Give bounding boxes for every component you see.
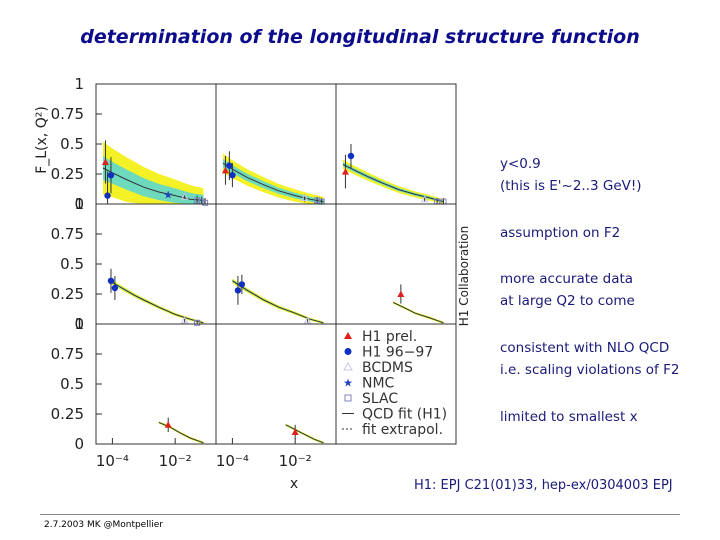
x-tick-label: 10⁻⁴	[216, 452, 249, 470]
y-tick-label: 1	[74, 315, 84, 333]
note-y-cut: y<0.9 (this is E'~2..3 GeV!)	[500, 156, 642, 194]
legend-symbol-h1-96-97	[344, 348, 352, 355]
legend-symbol-nmc: ★	[343, 377, 353, 390]
footer-text: 2.7.2003 MK @Montpellier	[44, 520, 163, 530]
qcd-fit-line	[109, 280, 204, 324]
legend-entry: SLAC	[362, 391, 398, 407]
data-point-h1-96-97	[107, 277, 115, 284]
data-point-h1-96-97	[104, 192, 111, 199]
data-point-h1-prel	[101, 158, 109, 165]
panel-6: Q²=175 GeV²	[346, 214, 444, 324]
data-point-h1-prel	[164, 421, 172, 428]
data-point-slac	[202, 199, 209, 206]
panel-q2-label: Q²=15 GeV²	[106, 214, 191, 230]
legend-entry: fit extrapol.	[362, 422, 443, 438]
panel-q2-label: Q²=175 GeV²	[346, 214, 440, 230]
qcd-fit-line	[232, 280, 324, 324]
y-tick-label: 0	[74, 315, 84, 333]
x-axis-label: x	[290, 476, 298, 492]
data-point-bcdms	[180, 192, 189, 200]
x-tick-label: 10⁻²	[279, 452, 312, 470]
plot-background	[96, 84, 456, 444]
y-tick-label: 0.25	[51, 165, 84, 183]
legend-entry: BCDMS	[362, 360, 413, 376]
note-smallest-x: limited to smallest x	[500, 409, 638, 425]
data-point-bcdms	[303, 316, 312, 324]
data-point-h1-prel	[291, 428, 299, 435]
y-tick-label: 0.5	[60, 375, 84, 393]
panel-q2-label: Q²=700 GeV²	[226, 334, 320, 350]
fit-band-outer	[109, 278, 204, 324]
y-tick-label: 0	[74, 435, 84, 453]
footer-divider	[40, 514, 680, 515]
note-f2-assumption: assumption on F2	[500, 225, 621, 241]
data-point-h1-96-97	[234, 287, 242, 294]
panel-q2-label: Q²=4.2 GeV²	[226, 94, 316, 110]
panel-7: Q²=450 GeV²	[106, 334, 204, 444]
y-tick-label: 0.75	[51, 105, 84, 123]
data-point-h1-prel	[397, 290, 405, 297]
data-point-h1-prel	[341, 168, 349, 175]
fit-band-inner	[222, 158, 324, 204]
data-point-h1-96-97	[226, 162, 233, 169]
panel-q2-label: Q²=25 GeV²	[226, 214, 311, 230]
collaboration-label: H1 Collaboration	[457, 226, 471, 326]
y-axis-label: F_L(x, Q²)	[34, 106, 50, 174]
data-point-h1-96-97	[111, 284, 119, 292]
panel-q2-label: Q²=2.2 GeV²	[106, 94, 196, 110]
data-point-bcdms	[420, 195, 429, 203]
data-point-slac	[194, 319, 201, 326]
x-tick-label: 10⁻²	[159, 452, 192, 470]
data-point-bcdms	[180, 316, 189, 324]
y-tick-label: 1	[74, 195, 84, 213]
y-tick-label: 0	[74, 195, 84, 213]
panel-3: Q²=7.5 GeV²	[341, 94, 447, 205]
data-point-bcdms	[300, 193, 309, 201]
panel-q2-label: Q²=7.5 GeV²	[346, 94, 436, 110]
qcd-fit-line	[222, 162, 324, 203]
legend-entry: H1 prel.	[362, 329, 417, 345]
panel-1: ★ Q²=2.2 GeV²	[101, 94, 209, 206]
fit-band-outer	[232, 278, 324, 324]
y-tick-label: 0.75	[51, 225, 84, 243]
data-point-h1-96-97	[238, 281, 246, 288]
data-point-h1-96-97	[229, 172, 236, 179]
qcd-fit-line	[342, 163, 444, 203]
panel-frame	[335, 323, 457, 445]
legend-entry: QCD fit (H1)	[362, 407, 447, 423]
data-point-h1-96-97	[347, 152, 355, 160]
qcd-fit-line	[285, 424, 324, 444]
note-future-data: more accurate data at large Q2 to come	[500, 271, 635, 309]
fit-band-outer	[342, 159, 444, 204]
qcd-fit-line	[392, 301, 444, 324]
panel-4: Q²=15 GeV²	[106, 214, 204, 326]
panel-2: Q²=4.2 GeV²	[221, 94, 325, 205]
y-tick-label: 0.25	[51, 285, 84, 303]
legend-entry: NMC	[362, 376, 395, 392]
data-point-h1-prel	[221, 166, 229, 174]
slide-title: determination of the longitudinal struct…	[80, 26, 640, 48]
y-tick-label: 1	[74, 75, 84, 93]
panel-q2-label: Q²=450 GeV²	[106, 334, 200, 350]
fit-band-outer	[222, 153, 324, 204]
reference-text: H1: EPJ C21(01)33, hep-ex/0304003 EPJ	[414, 478, 673, 493]
y-tick-label: 0.25	[51, 405, 84, 423]
legend-entry: H1 96−97	[362, 345, 433, 361]
note-nlo-qcd: consistent with NLO QCD i.e. scaling vio…	[500, 340, 680, 378]
y-tick-label: 0.5	[60, 135, 84, 153]
fit-band-inner	[102, 156, 204, 204]
x-tick-label: 10⁻⁴	[96, 452, 129, 470]
data-point-nmc: ★	[163, 188, 173, 201]
legend-symbol-bcdms	[343, 361, 353, 371]
legend-symbol-slac	[344, 394, 352, 402]
data-point-h1-96-97	[107, 172, 115, 179]
panel-5: Q²=25 GeV²	[226, 214, 324, 324]
panel-8: Q²=700 GeV²	[226, 334, 324, 444]
y-tick-label: 0.5	[60, 255, 84, 273]
legend-symbol-h1-prel	[344, 332, 352, 339]
y-tick-label: 0.75	[51, 345, 84, 363]
